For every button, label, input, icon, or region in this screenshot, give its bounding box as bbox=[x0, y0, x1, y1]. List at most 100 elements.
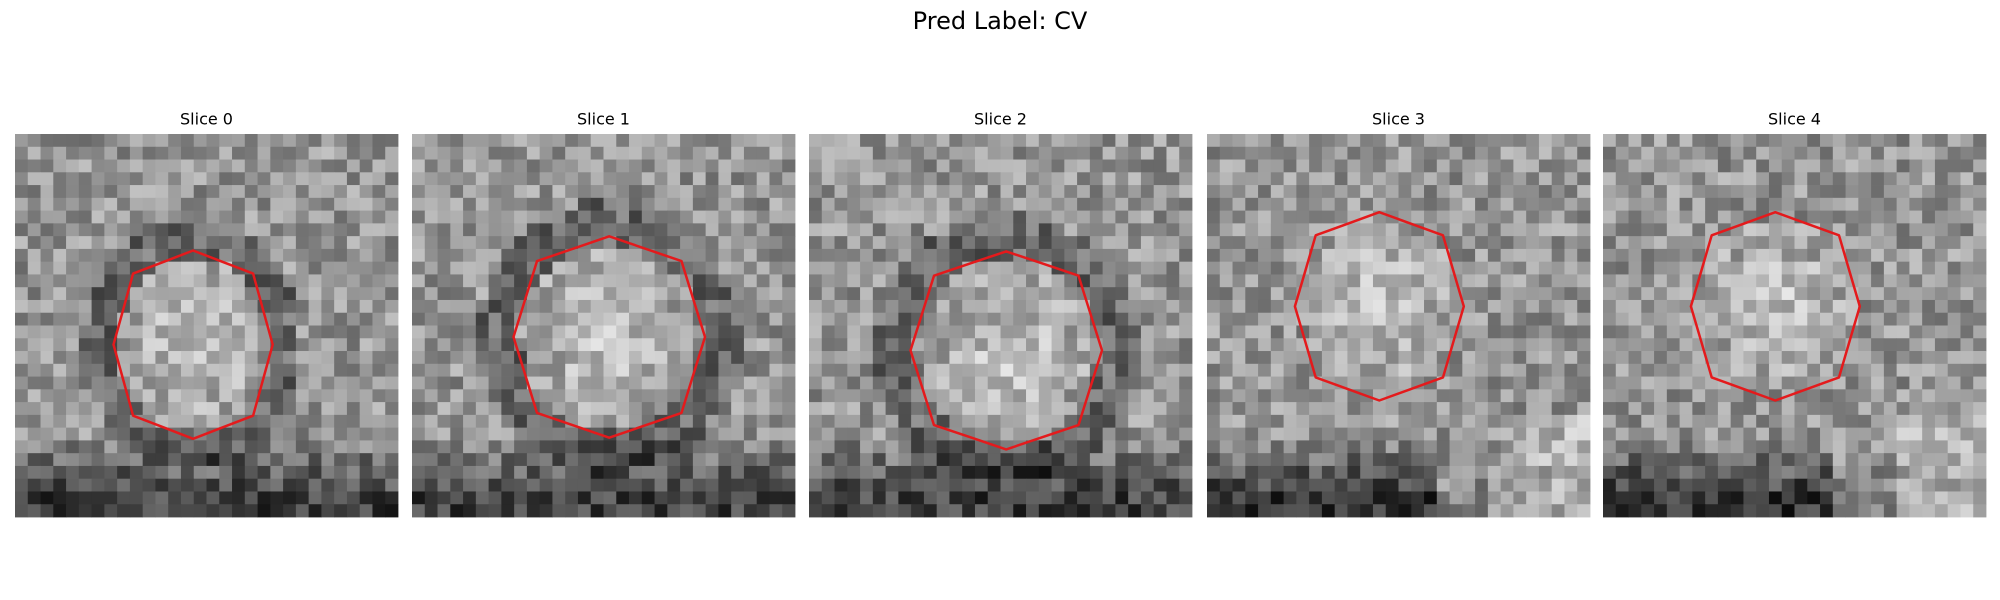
pixel bbox=[27, 478, 41, 492]
pixel bbox=[885, 376, 899, 390]
pixel bbox=[1026, 440, 1040, 454]
pixel bbox=[1909, 248, 1923, 263]
pixel bbox=[834, 210, 848, 224]
pixel bbox=[1717, 402, 1732, 416]
pixel bbox=[78, 504, 92, 518]
pixel bbox=[718, 427, 732, 441]
pixel bbox=[552, 338, 566, 352]
pixel bbox=[372, 197, 386, 211]
pixel bbox=[860, 312, 874, 326]
pixel bbox=[1973, 223, 1987, 237]
pixel bbox=[1487, 159, 1502, 173]
pixel bbox=[1207, 478, 1221, 492]
pixel bbox=[1270, 312, 1284, 326]
pixel bbox=[1372, 465, 1387, 480]
pixel bbox=[1372, 351, 1387, 365]
pixel bbox=[1462, 453, 1476, 467]
pixel bbox=[1973, 504, 1987, 518]
pixel bbox=[1871, 376, 1885, 390]
pixel bbox=[1283, 491, 1297, 505]
pixel bbox=[232, 312, 246, 326]
pixel bbox=[1219, 223, 1233, 237]
pixel bbox=[1960, 146, 1974, 160]
pixel bbox=[1666, 478, 1680, 492]
pixel bbox=[1372, 491, 1387, 505]
pixel bbox=[1487, 134, 1502, 148]
pixel bbox=[206, 274, 220, 288]
pixel bbox=[359, 172, 373, 186]
pixel bbox=[1232, 504, 1246, 518]
pixel bbox=[295, 478, 310, 492]
pixel bbox=[346, 210, 361, 224]
pixel bbox=[590, 402, 604, 416]
pixel bbox=[53, 248, 67, 263]
pixel bbox=[1603, 223, 1617, 237]
pixel bbox=[1641, 134, 1655, 148]
pixel bbox=[1934, 478, 1949, 492]
pixel bbox=[463, 261, 477, 275]
pixel bbox=[680, 312, 694, 326]
pixel bbox=[565, 210, 579, 224]
pixel bbox=[346, 414, 361, 429]
pixel bbox=[1321, 159, 1336, 173]
pixel bbox=[308, 146, 322, 160]
pixel bbox=[1628, 402, 1642, 416]
pixel bbox=[1666, 389, 1680, 403]
pixel bbox=[1283, 325, 1297, 339]
pixel bbox=[1077, 465, 1091, 480]
pixel bbox=[257, 146, 271, 160]
pixel bbox=[1705, 159, 1719, 173]
pixel bbox=[1922, 427, 1936, 441]
pixel bbox=[782, 427, 796, 441]
pixel bbox=[1615, 440, 1629, 454]
pixel bbox=[385, 134, 399, 148]
pixel bbox=[1500, 261, 1514, 275]
pixel bbox=[1871, 414, 1885, 429]
pixel bbox=[1781, 197, 1795, 211]
pixel bbox=[1140, 287, 1155, 301]
pixel bbox=[936, 236, 950, 250]
pixel bbox=[321, 261, 335, 275]
pixel bbox=[180, 465, 195, 480]
pixel bbox=[1641, 351, 1655, 365]
pixel bbox=[1883, 185, 1898, 199]
pixel bbox=[488, 389, 502, 403]
pixel bbox=[731, 440, 745, 454]
pixel bbox=[1026, 172, 1040, 186]
pixel bbox=[974, 134, 989, 148]
pixel bbox=[1577, 453, 1591, 467]
pixel bbox=[1360, 146, 1374, 160]
pixel bbox=[641, 363, 655, 377]
pixel bbox=[1051, 440, 1065, 454]
pixel bbox=[1858, 453, 1872, 467]
pixel bbox=[936, 299, 950, 314]
pixel bbox=[1436, 504, 1450, 518]
pixel bbox=[1000, 299, 1014, 314]
pixel bbox=[911, 402, 925, 416]
pixel bbox=[1166, 478, 1180, 492]
pixel bbox=[283, 376, 297, 390]
pixel bbox=[270, 351, 284, 365]
pixel bbox=[53, 299, 67, 314]
pixel bbox=[206, 465, 220, 480]
pixel bbox=[1064, 504, 1078, 518]
pixel bbox=[1628, 338, 1642, 352]
pixel bbox=[53, 402, 67, 416]
pixel bbox=[590, 185, 604, 199]
pixel bbox=[1781, 478, 1795, 492]
pixel bbox=[1922, 261, 1936, 275]
pixel bbox=[1424, 338, 1438, 352]
pixel bbox=[308, 414, 322, 429]
pixel bbox=[463, 427, 477, 441]
pixel bbox=[155, 172, 169, 186]
pixel bbox=[1013, 223, 1027, 237]
pixel bbox=[1577, 427, 1591, 441]
pixel bbox=[117, 210, 131, 224]
pixel bbox=[1038, 236, 1052, 250]
pixel bbox=[66, 159, 80, 173]
pixel bbox=[885, 414, 899, 429]
pixel bbox=[1051, 478, 1065, 492]
pixel bbox=[1666, 248, 1680, 263]
pixel bbox=[949, 440, 963, 454]
pixel bbox=[1871, 210, 1885, 224]
